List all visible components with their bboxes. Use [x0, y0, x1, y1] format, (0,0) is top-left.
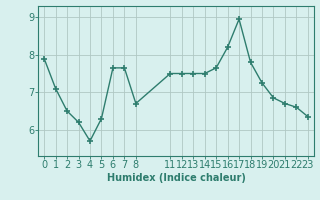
X-axis label: Humidex (Indice chaleur): Humidex (Indice chaleur) — [107, 173, 245, 183]
